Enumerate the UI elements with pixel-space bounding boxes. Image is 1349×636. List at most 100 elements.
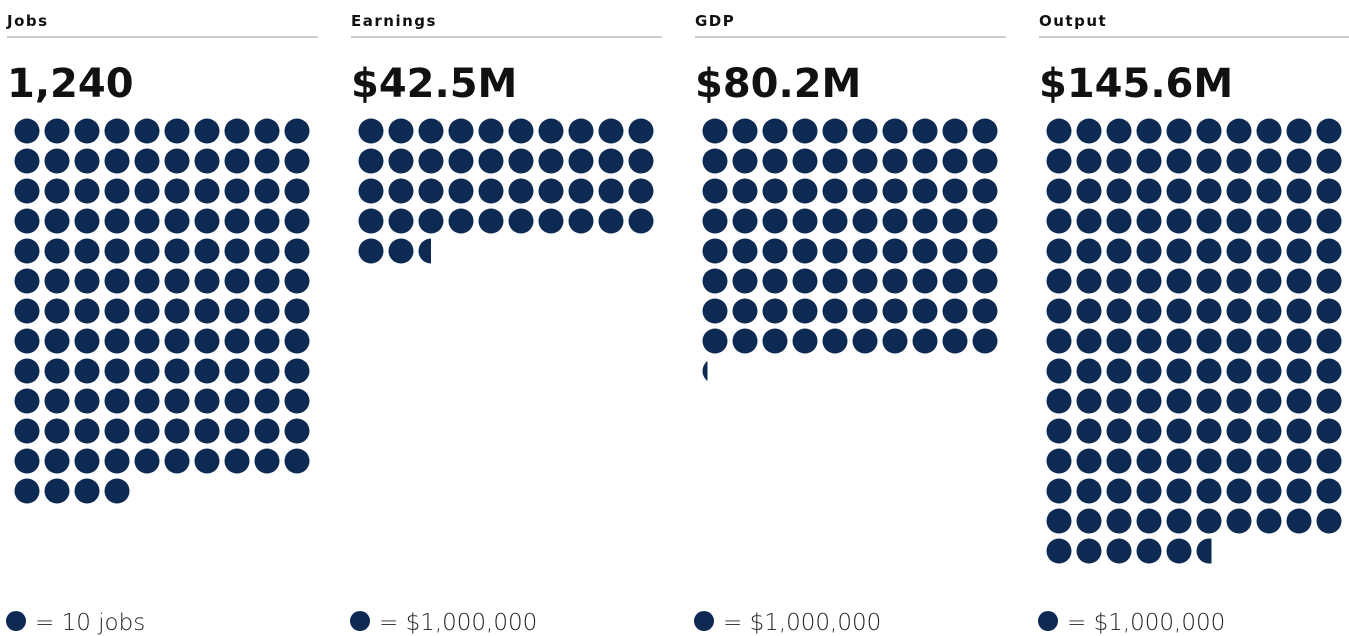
legend-dot	[1038, 611, 1058, 631]
dot	[1046, 508, 1072, 534]
dot	[358, 148, 384, 174]
dot	[1106, 118, 1132, 144]
dot	[1076, 328, 1102, 354]
dot	[1136, 478, 1162, 504]
dot	[14, 358, 40, 384]
dot	[104, 358, 130, 384]
dot	[1136, 538, 1162, 564]
dot	[568, 148, 594, 174]
dot	[882, 268, 908, 294]
dot	[1226, 418, 1252, 444]
dot	[1256, 508, 1282, 534]
dot	[972, 178, 998, 204]
dot	[1076, 478, 1102, 504]
dot	[1076, 508, 1102, 534]
dot	[1226, 508, 1252, 534]
dot	[852, 238, 878, 264]
dot	[194, 388, 220, 414]
dot	[852, 148, 878, 174]
dot	[1136, 358, 1162, 384]
dot	[1046, 538, 1072, 564]
dot	[762, 208, 788, 234]
dot	[1046, 388, 1072, 414]
dot	[1256, 118, 1282, 144]
dot	[942, 268, 968, 294]
dot	[762, 298, 788, 324]
dot	[1316, 478, 1342, 504]
dot	[882, 148, 908, 174]
legend-label: = $1,000,000	[379, 610, 537, 636]
dot	[1106, 508, 1132, 534]
dot	[1076, 418, 1102, 444]
dot	[194, 178, 220, 204]
dot	[74, 268, 100, 294]
dot	[164, 178, 190, 204]
dot	[1046, 238, 1072, 264]
dot	[134, 418, 160, 444]
dot	[1226, 358, 1252, 384]
dot	[44, 238, 70, 264]
dot	[1286, 208, 1312, 234]
dot	[1256, 478, 1282, 504]
dot	[224, 418, 250, 444]
dot	[194, 328, 220, 354]
dot	[912, 178, 938, 204]
dot	[104, 148, 130, 174]
dot	[224, 148, 250, 174]
dot	[1046, 208, 1072, 234]
dot	[598, 178, 624, 204]
dot	[14, 418, 40, 444]
dot	[194, 238, 220, 264]
dot	[1196, 358, 1222, 384]
dot	[1166, 448, 1192, 474]
dot	[1226, 478, 1252, 504]
dot	[852, 118, 878, 144]
dot	[1166, 148, 1192, 174]
dot	[1166, 328, 1192, 354]
dot	[942, 208, 968, 234]
dot	[1286, 328, 1312, 354]
dot	[74, 448, 100, 474]
dot	[44, 118, 70, 144]
dot	[792, 268, 818, 294]
dot	[1256, 418, 1282, 444]
dot	[254, 418, 280, 444]
dot	[1076, 448, 1102, 474]
dot	[1106, 538, 1132, 564]
dot	[1286, 298, 1312, 324]
dot	[762, 328, 788, 354]
dot	[1136, 388, 1162, 414]
dot	[1256, 448, 1282, 474]
legend-label: = $1,000,000	[723, 610, 881, 636]
dot	[1196, 208, 1222, 234]
dot	[628, 148, 654, 174]
dot	[164, 448, 190, 474]
dot	[194, 208, 220, 234]
dot	[74, 118, 100, 144]
dot	[852, 268, 878, 294]
dot	[1286, 388, 1312, 414]
headline-value: $145.6M	[1039, 61, 1233, 107]
dot	[1136, 328, 1162, 354]
dot	[134, 208, 160, 234]
dot	[1316, 328, 1342, 354]
dot	[762, 268, 788, 294]
dot	[1136, 178, 1162, 204]
dot	[284, 148, 310, 174]
dot	[254, 358, 280, 384]
dot	[822, 298, 848, 324]
dot	[972, 118, 998, 144]
panel-title: Jobs	[6, 12, 49, 30]
dot	[388, 178, 414, 204]
dot	[1286, 118, 1312, 144]
dot	[1076, 178, 1102, 204]
dot	[1316, 208, 1342, 234]
dot	[194, 268, 220, 294]
dot	[1286, 148, 1312, 174]
dot	[1196, 118, 1222, 144]
dot	[14, 478, 40, 504]
dot	[74, 238, 100, 264]
dot	[418, 178, 444, 204]
dot	[254, 148, 280, 174]
dot	[284, 388, 310, 414]
